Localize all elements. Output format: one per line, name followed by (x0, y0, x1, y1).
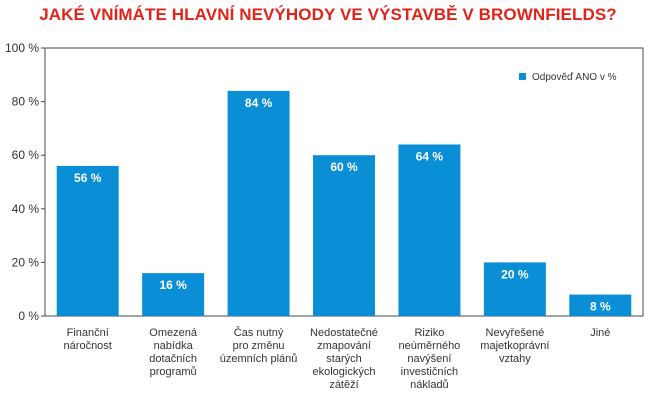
y-tick-label: 0 % (18, 309, 39, 323)
bar-value-label: 64 % (416, 149, 444, 163)
bar-value-label: 60 % (330, 160, 358, 174)
category-label: Nevyřešené majetkoprávní vztahy (480, 327, 549, 365)
bar (56, 165, 119, 316)
category-labels: Finanční náročnost Omezená nabídka dotačních… (64, 326, 611, 391)
y-tick-label: 80 % (12, 95, 40, 109)
bar (483, 262, 546, 316)
category-label: Nedostatečné zmapování starých ekologických… (310, 327, 378, 391)
y-axis: 0 % 20 % 40 % 60 % 80 % 100 % (5, 41, 45, 323)
category-label: Finanční náročnost (64, 327, 112, 352)
y-tick-label: 100 % (5, 41, 39, 55)
legend-label: Odpověď ANO v % (532, 72, 617, 83)
bars-group: 56 % 16 % 84 % 60 % 64 % 20 % 8 % (56, 90, 632, 316)
legend: Odpověď ANO v % (519, 72, 617, 83)
category-label: Riziko neúměrného navýšení investičních nákl… (399, 327, 461, 391)
category-label: Čas nutný pro změnu územních plánů (220, 326, 298, 365)
bar (142, 273, 205, 316)
category-label: Jiné (590, 327, 610, 339)
bar (569, 294, 632, 316)
y-tick-label: 40 % (12, 202, 40, 216)
y-tick-label: 20 % (12, 255, 40, 269)
category-label: Omezená nabídka dotačních programů (149, 327, 198, 378)
bar-value-label: 20 % (501, 267, 529, 281)
y-tick-label: 60 % (12, 148, 40, 162)
chart-title: JAKÉ VNÍMÁTE HLAVNÍ NEVÝHODY VE VÝSTAVBĚ… (39, 5, 617, 24)
bar (227, 90, 290, 316)
bar-value-label: 84 % (245, 96, 273, 110)
bar (313, 155, 375, 316)
legend-swatch (519, 73, 526, 80)
bar-value-label: 16 % (159, 278, 187, 292)
bar-value-label: 8 % (590, 300, 611, 314)
bar-value-label: 56 % (74, 171, 102, 185)
bar (398, 144, 461, 316)
